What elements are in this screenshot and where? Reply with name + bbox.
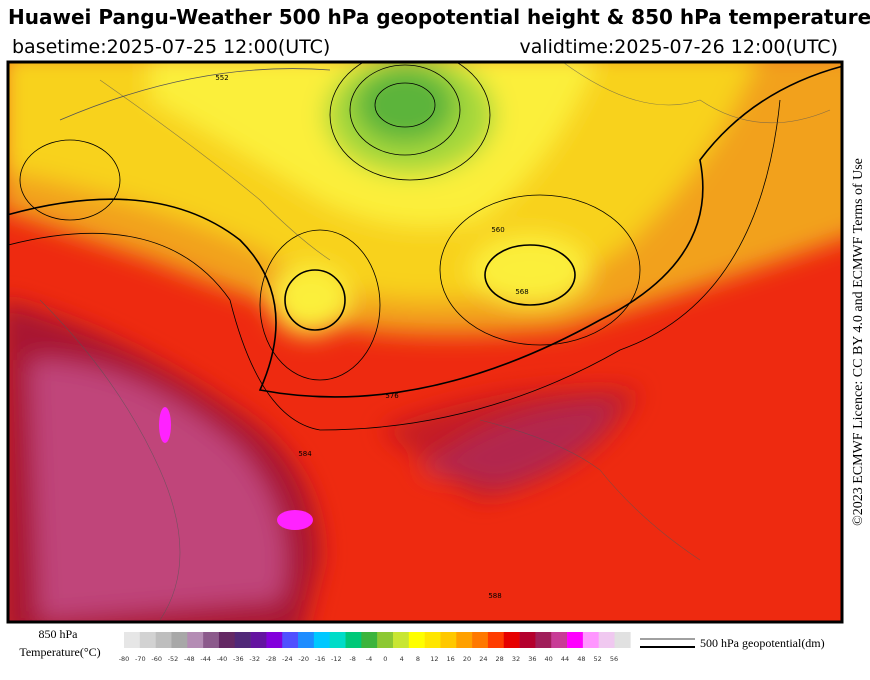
colorbar-tick-label: -8 — [349, 655, 355, 663]
colorbar-tick-label: 40 — [545, 655, 553, 663]
contour-labels: 552 560 568 576 584 588 — [215, 74, 528, 600]
colorbar-swatch — [124, 632, 141, 648]
colorbar-swatch — [551, 632, 568, 648]
basetime: basetime:2025-07-25 12:00(UTC) — [12, 36, 330, 58]
colorbar-swatch — [298, 632, 315, 648]
colorbar-swatch — [472, 632, 489, 648]
colorbar-tick-label: 12 — [430, 655, 438, 663]
colorbar-tick-label: 24 — [479, 655, 487, 663]
colorbar-tick-label: 52 — [594, 655, 602, 663]
colorbar-tick-label: 28 — [496, 655, 504, 663]
colorbar-swatch — [487, 632, 505, 648]
colorbar-swatch — [171, 632, 188, 648]
colorbar-tick-label: -44 — [200, 655, 211, 663]
colorbar-tick-label: -4 — [366, 655, 372, 663]
colorbar-swatch — [408, 632, 425, 648]
colorbar-tick-label: 36 — [528, 655, 536, 663]
colorbar-swatch — [345, 632, 362, 648]
colorbar-swatch — [155, 632, 172, 648]
colorbar-tick-label: 8 — [416, 655, 420, 663]
colorbar-swatch — [503, 632, 520, 648]
colorbar-swatch — [392, 632, 410, 648]
colorbar-tick-label: 56 — [610, 655, 618, 663]
colorbar-tick-label: -60 — [151, 655, 162, 663]
colorbar-tick-label: -36 — [233, 655, 244, 663]
colorbar-swatch — [456, 632, 473, 648]
colorbar-tick-label: 4 — [400, 655, 404, 663]
colorbar-swatch — [361, 632, 378, 648]
contour-label: 552 — [215, 74, 228, 82]
colorbar-tick-label: -32 — [249, 655, 260, 663]
colorbar-swatch — [535, 632, 552, 648]
colorbar-swatch — [218, 632, 236, 648]
colorbar-swatch — [203, 632, 220, 648]
colorbar-swatch — [250, 632, 267, 648]
map-frame — [6, 60, 844, 624]
contour-label: 560 — [491, 226, 504, 234]
colorbar-tick-label: -70 — [135, 655, 146, 663]
colorbar-tick-label: -48 — [184, 655, 195, 663]
colorbar-swatch — [424, 632, 441, 648]
colorbar-swatch — [614, 632, 631, 648]
colorbar-tick-label: -52 — [168, 655, 179, 663]
colorbar-tick-label: 32 — [512, 655, 520, 663]
colorbar-swatch — [234, 632, 251, 648]
colorbar-tick-label: -80 — [119, 655, 130, 663]
colorbar-tick-label: 0 — [383, 655, 387, 663]
contour-label: 576 — [385, 392, 399, 400]
contour-label: 584 — [298, 450, 312, 458]
colorbar-swatch — [187, 632, 204, 648]
legend-label: 850 hPa — [39, 627, 79, 641]
colorbar-swatch — [582, 632, 599, 648]
legend-label: Temperature(°C) — [19, 645, 100, 659]
colorbar-swatch — [139, 632, 156, 648]
colorbar-swatch — [567, 632, 584, 648]
colorbar: -80 -70 -60 -52 -48 -44 -40 -36 -32 -28 -24 -20 -16-… — [119, 632, 631, 663]
colorbar-tick-label: 16 — [447, 655, 455, 663]
colorbar-swatch — [598, 632, 615, 648]
colorbar-tick-label: 20 — [463, 655, 471, 663]
validtime: validtime:2025-07-26 12:00(UTC) — [519, 36, 838, 58]
colorbar-swatch — [377, 632, 394, 648]
colorbar-swatch — [440, 632, 457, 648]
colorbar-swatch — [329, 632, 346, 648]
colorbar-swatch — [313, 632, 330, 648]
map — [8, 62, 842, 622]
licence: ©2023 ECMWF Licence: CC BY 4.0 and ECMWF… — [851, 158, 866, 526]
colorbar-tick-label: -12 — [331, 655, 342, 663]
colorbar-swatch — [266, 632, 283, 648]
colorbar-swatch — [282, 632, 299, 648]
contour-legend-label: 500 hPa geopotential(dm) — [700, 636, 825, 650]
colorbar-tick-label: -20 — [298, 655, 309, 663]
colorbar-tick-label: -28 — [266, 655, 277, 663]
title: Huawei Pangu-Weather 500 hPa geopotentia… — [8, 5, 870, 29]
colorbar-tick-label: -16 — [315, 655, 326, 663]
colorbar-tick-label: 48 — [577, 655, 585, 663]
colorbar-tick-label: 44 — [561, 655, 569, 663]
colorbar-tick-label: -40 — [217, 655, 228, 663]
contour-label: 588 — [488, 592, 501, 600]
colorbar-swatch — [519, 632, 536, 648]
colorbar-tick-label: -24 — [282, 655, 293, 663]
contour-label: 568 — [515, 288, 528, 296]
